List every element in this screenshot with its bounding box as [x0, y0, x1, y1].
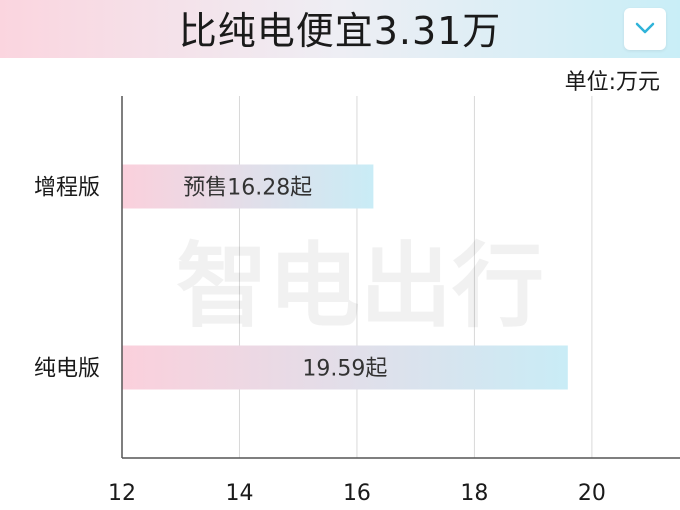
- x-tick-label: 16: [343, 481, 371, 506]
- svg-text:智电出行: 智电出行: [176, 233, 544, 340]
- x-tick-label: 20: [578, 481, 606, 506]
- title-bar: [0, 0, 680, 58]
- x-tick-label: 12: [108, 481, 136, 506]
- category-label: 增程版: [34, 176, 100, 201]
- bar: [122, 345, 568, 390]
- collapse-button[interactable]: [624, 8, 666, 50]
- bar: [122, 164, 374, 209]
- chevron-down-icon: [635, 22, 655, 34]
- unit-label: 单位:万元: [564, 70, 660, 95]
- category-label: 纯电版: [34, 357, 100, 382]
- bar-data-label: 预售16.28起: [183, 176, 312, 201]
- bar-data-label: 19.59起: [302, 357, 387, 382]
- x-tick-label: 18: [460, 481, 488, 506]
- watermark: 智电出行: [176, 233, 544, 340]
- page-title: 比纯电便宜3.31万: [178, 9, 502, 53]
- x-tick-label: 14: [225, 481, 253, 506]
